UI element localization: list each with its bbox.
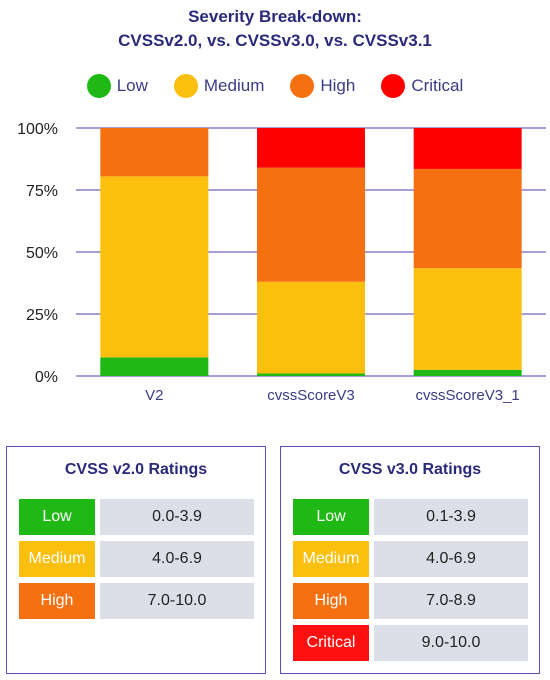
rating-label: Medium [19,541,95,577]
legend-label-medium: Medium [203,76,265,95]
x-category-label: cvssScoreV3_1 [416,387,520,404]
cvss-v3-row-low: Low 0.1-3.9 [293,499,528,535]
cvss-v2-ratings-panel: CVSS v2.0 Ratings Low 0.0-3.9 Medium 4.0… [6,446,266,674]
y-tick-label: 25% [26,307,58,324]
x-category-label: V2 [145,387,163,404]
cvss-v2-row-high: High 7.0-10.0 [19,583,254,619]
chart-title-line1: Severity Break-down: [188,7,362,26]
rating-label: High [293,583,369,619]
rating-label: High [19,583,95,619]
chart-title-line2: CVSSv2.0, vs. CVSSv3.0, vs. CVSSv3.1 [118,31,432,50]
stacked-bar-chart: 0% 25% 50% 75% 100% V2 cvssScoreV3 cvssScoreV3_… [17,121,546,404]
rating-range: 0.1-3.9 [374,499,528,535]
legend-swatch-medium [173,74,198,98]
legend-swatch-high [290,74,315,98]
rating-range: 7.0-10.0 [100,583,254,619]
chart-legend: Low Medium High Critical [0,74,550,98]
bar-critical-1 [257,128,365,168]
bar-low-1 [257,373,365,376]
x-category-label: cvssScoreV3 [267,387,355,404]
cvss-v3-ratings-panel: CVSS v3.0 Ratings Low 0.1-3.9 Medium 4.0… [280,446,540,674]
bar-critical-2 [413,128,522,169]
bar-low-2 [413,369,522,376]
bar-low-0 [100,357,209,376]
rating-range: 4.0-6.9 [100,541,254,577]
cvss-v2-row-medium: Medium 4.0-6.9 [19,541,254,577]
rating-range: 7.0-8.9 [374,583,528,619]
y-tick-label: 75% [26,183,58,200]
bar-medium-1 [257,281,365,374]
cvss-v3-row-medium: Medium 4.0-6.9 [293,541,528,577]
y-tick-label: 0% [35,369,58,386]
legend-item-medium[interactable]: Medium [173,74,265,98]
y-tick-label: 50% [26,245,58,262]
legend-swatch-critical [381,74,406,98]
legend-label-critical: Critical [411,76,464,95]
legend-item-critical[interactable]: Critical [381,74,463,98]
bar-medium-2 [413,268,522,370]
rating-label: Critical [293,625,369,661]
bar-medium-0 [100,176,209,358]
cvss-v2-panel-title: CVSS v2.0 Ratings [64,461,208,478]
cvss-v3-row-critical: Critical 9.0-10.0 [293,625,528,661]
legend-label-high: High [320,76,356,95]
rating-label: Low [19,499,95,535]
rating-range: 0.0-3.9 [100,499,254,535]
legend-swatch-low [86,74,111,98]
rating-range: 9.0-10.0 [374,625,528,661]
rating-range: 4.0-6.9 [374,541,528,577]
rating-label: Low [293,499,369,535]
cvss-v2-row-low: Low 0.0-3.9 [19,499,254,535]
cvss-v3-panel-title: CVSS v3.0 Ratings [338,461,482,478]
legend-label-low: Low [116,76,148,95]
legend-item-high[interactable]: High [290,74,355,98]
y-tick-label: 100% [17,121,58,138]
bar-high-0 [100,128,209,177]
cvss-v3-row-high: High 7.0-8.9 [293,583,528,619]
legend-item-low[interactable]: Low [86,74,148,98]
bar-high-2 [413,168,522,269]
rating-label: Medium [293,541,369,577]
bar-high-1 [257,167,365,282]
